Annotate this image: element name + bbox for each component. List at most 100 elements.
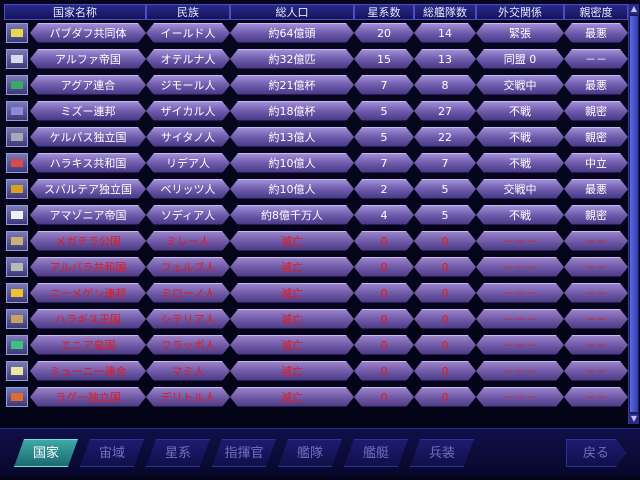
cell-population: 約18億杯: [230, 101, 354, 121]
cell-affinity: －－: [564, 361, 628, 381]
table-row[interactable]: ケルパス独立国 サイタノ人 約13億人 5 22 不戦 親密: [4, 125, 628, 149]
scroll-down-icon[interactable]: ▼: [629, 414, 639, 424]
header-nation-name[interactable]: 国家名称: [4, 4, 146, 20]
cell-fleets: 7: [414, 153, 476, 173]
cell-nation-name: アグア連合: [30, 75, 146, 95]
table-row[interactable]: ミズー連邦 ザイカル人 約18億杯 5 27 不戦 親密: [4, 99, 628, 123]
nation-flag-icon: [6, 309, 28, 329]
table-row[interactable]: ニーメゲン連邦 ミローノ人 滅亡 0 0 －－－ －－: [4, 281, 628, 305]
cell-diplomacy: －－－: [476, 283, 564, 303]
cell-nation-name: アルバラ共和国: [30, 257, 146, 277]
header-diplomacy[interactable]: 外交関係: [476, 4, 564, 20]
cell-affinity: －－: [564, 335, 628, 355]
cell-race: フェルブ人: [146, 257, 230, 277]
cell-nation-name: パブダフ共同体: [30, 23, 146, 43]
header-population[interactable]: 総人口: [230, 4, 354, 20]
nation-flag-icon: [6, 127, 28, 147]
cell-population: 約10億人: [230, 179, 354, 199]
cell-fleets: 27: [414, 101, 476, 121]
table-row[interactable]: アルファ帝国 オテルナ人 約32億匹 15 13 同盟 0 －－: [4, 47, 628, 71]
cell-systems: 4: [354, 205, 414, 225]
nation-flag-icon: [6, 257, 28, 277]
cell-race: サイタノ人: [146, 127, 230, 147]
cell-fleets: 0: [414, 283, 476, 303]
cell-race: ジモール人: [146, 75, 230, 95]
cell-systems: 15: [354, 49, 414, 69]
cell-population: 滅亡: [230, 231, 354, 251]
table-row[interactable]: ハラギス王国 シテリア人 滅亡 0 0 －－－ －－: [4, 307, 628, 331]
cell-nation-name: ケルパス独立国: [30, 127, 146, 147]
cell-fleets: 14: [414, 23, 476, 43]
cell-race: ソディア人: [146, 205, 230, 225]
cell-fleets: 8: [414, 75, 476, 95]
header-affinity[interactable]: 親密度: [564, 4, 628, 20]
flag-emblem-icon: [11, 263, 23, 271]
cell-population: 約13億人: [230, 127, 354, 147]
tab-commander[interactable]: 指揮官: [212, 439, 276, 467]
flag-emblem-icon: [11, 107, 23, 115]
scrollbar[interactable]: ▲ ▼: [628, 4, 639, 424]
cell-fleets: 0: [414, 387, 476, 407]
nation-flag-icon: [6, 153, 28, 173]
cell-nation-name: ミズー連邦: [30, 101, 146, 121]
flag-emblem-icon: [11, 185, 23, 193]
cell-nation-name: ラグー独立国: [30, 387, 146, 407]
cell-affinity: －－: [564, 283, 628, 303]
table-row[interactable]: パブダフ共同体 イールド人 約64億頭 20 14 緊張 最悪: [4, 21, 628, 45]
back-button[interactable]: 戻る: [566, 439, 626, 467]
tab-fleet[interactable]: 艦隊: [278, 439, 342, 467]
tab-nation[interactable]: 国家: [14, 439, 78, 467]
cell-race: リデア人: [146, 153, 230, 173]
cell-diplomacy: －－－: [476, 309, 564, 329]
header-race[interactable]: 民族: [146, 4, 230, 20]
table-row[interactable]: アグア連合 ジモール人 約21億杯 7 8 交戦中 最悪: [4, 73, 628, 97]
cell-population: 約32億匹: [230, 49, 354, 69]
cell-fleets: 5: [414, 179, 476, 199]
cell-systems: 0: [354, 231, 414, 251]
flag-emblem-icon: [11, 211, 23, 219]
table-row[interactable]: ミューニー連合 マミ人 滅亡 0 0 －－－ －－: [4, 359, 628, 383]
cell-affinity: －－: [564, 231, 628, 251]
tab-sector[interactable]: 宙域: [80, 439, 144, 467]
table-row[interactable]: エニア皇国 フラッポ人 滅亡 0 0 －－－ －－: [4, 333, 628, 357]
cell-fleets: 0: [414, 361, 476, 381]
cell-nation-name: ハラキス共和国: [30, 153, 146, 173]
table-row[interactable]: アマゾニア帝国 ソディア人 約8億千万人 4 5 不戦 親密: [4, 203, 628, 227]
cell-fleets: 0: [414, 231, 476, 251]
nation-flag-icon: [6, 231, 28, 251]
flag-emblem-icon: [11, 81, 23, 89]
cell-race: マミ人: [146, 361, 230, 381]
flag-emblem-icon: [11, 393, 23, 401]
cell-affinity: －－: [564, 257, 628, 277]
cell-fleets: 13: [414, 49, 476, 69]
cell-systems: 0: [354, 387, 414, 407]
cell-nation-name: ハラギス王国: [30, 309, 146, 329]
cell-nation-name: アルファ帝国: [30, 49, 146, 69]
cell-race: フラッポ人: [146, 335, 230, 355]
cell-fleets: 0: [414, 257, 476, 277]
cell-affinity: 最悪: [564, 75, 628, 95]
table-row[interactable]: ラグー独立国 デリトル人 滅亡 0 0 －－－ －－: [4, 385, 628, 409]
table-row[interactable]: メガテラ公国 ミレー人 滅亡 0 0 －－－ －－: [4, 229, 628, 253]
scroll-up-icon[interactable]: ▲: [629, 4, 639, 14]
cell-diplomacy: 不戦: [476, 205, 564, 225]
table-row[interactable]: ハラキス共和国 リデア人 約10億人 7 7 不戦 中立: [4, 151, 628, 175]
header-fleets[interactable]: 総艦隊数: [414, 4, 476, 20]
cell-fleets: 0: [414, 335, 476, 355]
scroll-thumb[interactable]: [630, 16, 638, 412]
tab-weapons[interactable]: 兵装: [410, 439, 474, 467]
tab-star-system[interactable]: 星系: [146, 439, 210, 467]
cell-population: 約8億千万人: [230, 205, 354, 225]
nation-flag-icon: [6, 49, 28, 69]
nation-flag-icon: [6, 387, 28, 407]
cell-systems: 7: [354, 153, 414, 173]
tab-ship[interactable]: 艦艇: [344, 439, 408, 467]
table-row[interactable]: スバルテア独立国 ベリッツ人 約10億人 2 5 交戦中 最悪: [4, 177, 628, 201]
table-row[interactable]: アルバラ共和国 フェルブ人 滅亡 0 0 －－－ －－: [4, 255, 628, 279]
header-systems[interactable]: 星系数: [354, 4, 414, 20]
nation-flag-icon: [6, 75, 28, 95]
cell-systems: 20: [354, 23, 414, 43]
cell-population: 滅亡: [230, 283, 354, 303]
cell-race: デリトル人: [146, 387, 230, 407]
